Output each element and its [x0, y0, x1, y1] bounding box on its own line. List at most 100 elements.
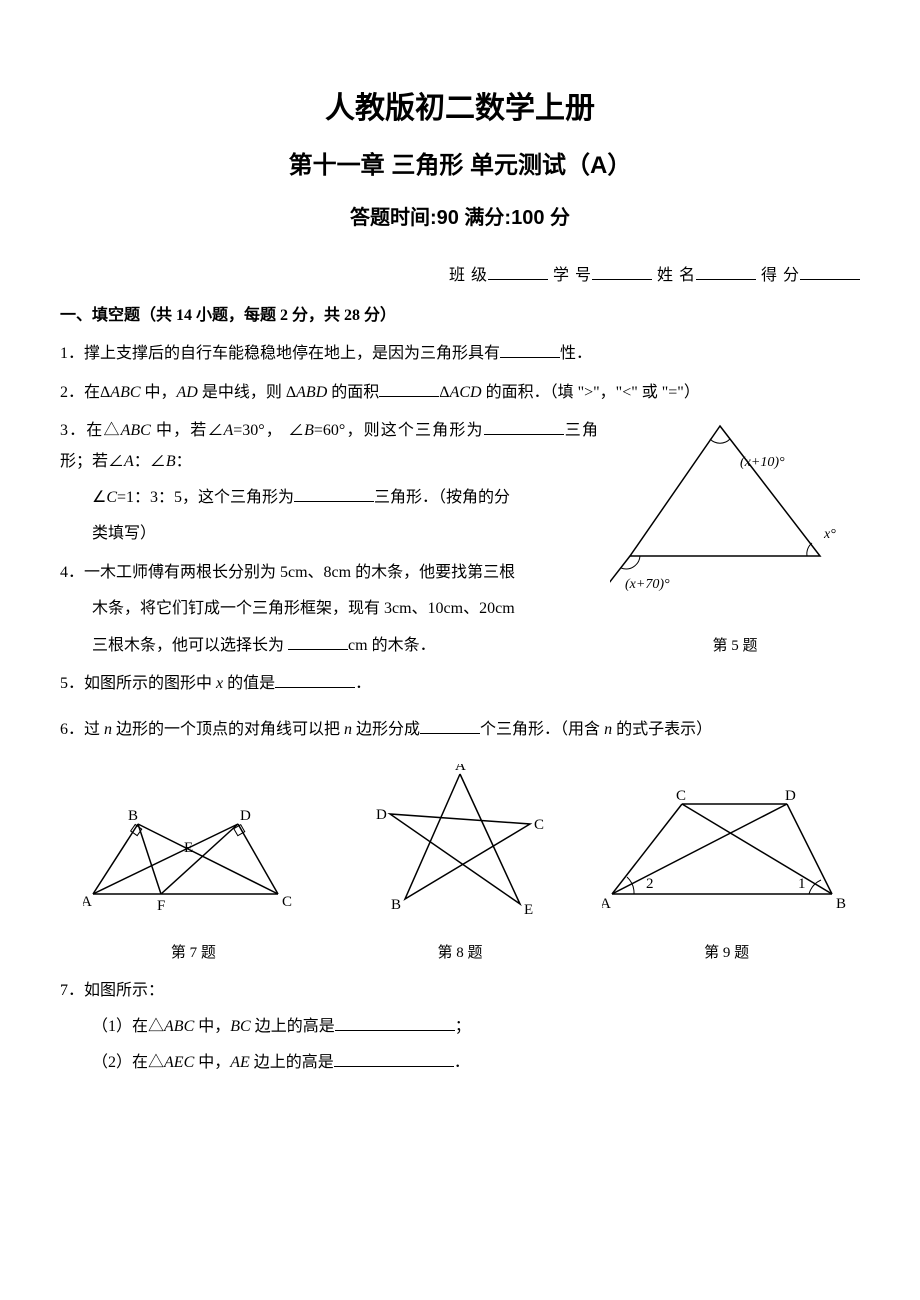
- q7-s2a: （2）在△: [92, 1054, 164, 1071]
- q4-blank[interactable]: [288, 633, 348, 650]
- figure-8-block: ABCDE 第 8 题: [327, 764, 594, 968]
- exam-info: 答题时间:90 满分:100 分: [60, 199, 860, 237]
- q5-a: 5．如图所示的图形中: [60, 675, 216, 692]
- q2-b: 中，: [141, 384, 177, 401]
- q2-c: 是中线，则 Δ: [198, 384, 296, 401]
- q7-s1c: 边上的高是: [251, 1018, 335, 1035]
- svg-text:B: B: [836, 896, 846, 912]
- q2-blank[interactable]: [379, 380, 439, 397]
- figure-8-caption: 第 8 题: [327, 939, 594, 968]
- question-2: 2．在ΔABC 中，AD 是中线，则 ΔABD 的面积ΔACD 的面积．（填 "…: [60, 378, 860, 408]
- svg-text:E: E: [524, 902, 533, 918]
- svg-text:E: E: [184, 840, 193, 856]
- q3-blank-1[interactable]: [484, 418, 564, 435]
- q6-n3: n: [604, 721, 612, 738]
- svg-text:C: C: [282, 894, 292, 910]
- q6-n2: n: [344, 721, 352, 738]
- q2-ad: AD: [177, 384, 198, 401]
- q6-blank[interactable]: [420, 717, 480, 734]
- q7-blank-1[interactable]: [335, 1014, 455, 1031]
- figure-row-7-8-9: ABCDEF 第 7 题 ABCDE 第 8 题 ABCD21 第 9 题: [60, 764, 860, 968]
- q3-b: 中，若∠: [151, 422, 224, 439]
- svg-text:D: D: [240, 808, 251, 824]
- q3-d: =60°，则这个三角形为: [314, 422, 484, 439]
- svg-text:C: C: [534, 817, 544, 833]
- q2-acd: ACD: [450, 384, 482, 401]
- q7-blank-2[interactable]: [334, 1050, 454, 1067]
- svg-text:1: 1: [798, 876, 806, 892]
- q3-B: B: [304, 422, 314, 439]
- svg-text:x°: x°: [823, 527, 836, 542]
- svg-text:C: C: [676, 788, 686, 804]
- q7-s2c: 边上的高是: [250, 1054, 334, 1071]
- figure-9-svg: ABCD21: [602, 784, 852, 924]
- q3-h: ∠: [92, 489, 106, 506]
- q3-C: C: [106, 489, 117, 506]
- label-name: 姓 名: [657, 267, 696, 284]
- q7-s1b: 中，: [194, 1018, 230, 1035]
- q3-blank-2[interactable]: [294, 485, 374, 502]
- q7-bc: BC: [230, 1018, 250, 1035]
- q1-text-b: 性．: [560, 345, 592, 362]
- q5-c: ．: [355, 675, 371, 692]
- q3-a: 3．在△: [60, 422, 121, 439]
- q3-c: =30°， ∠: [233, 422, 304, 439]
- figure-9-caption: 第 9 题: [593, 939, 860, 968]
- subtitle: 第十一章 三角形 单元测试（A）: [60, 143, 860, 189]
- svg-text:B: B: [128, 808, 138, 824]
- q7-semi: ；: [455, 1018, 471, 1035]
- figure-7-caption: 第 7 题: [60, 939, 327, 968]
- q6-a: 6．过: [60, 721, 104, 738]
- q6-b: 边形的一个顶点的对角线可以把: [112, 721, 344, 738]
- section-1-header: 一、填空题（共 14 小题，每题 2 分，共 28 分）: [60, 301, 860, 331]
- q7-aec: AEC: [164, 1054, 194, 1071]
- question-7: 7．如图所示： （1）在△ABC 中，BC 边上的高是； （2）在△AEC 中，…: [60, 976, 860, 1079]
- student-info-line: 班 级 学 号 姓 名 得 分: [60, 261, 860, 291]
- q7-sub1: （1）在△ABC 中，BC 边上的高是 ；: [60, 1012, 860, 1042]
- figure-8-svg: ABCDE: [365, 764, 555, 924]
- label-sid: 学 号: [553, 267, 592, 284]
- q3-f: ：∠: [134, 453, 166, 470]
- svg-text:F: F: [157, 898, 165, 914]
- svg-text:D: D: [376, 807, 387, 823]
- q6-c: 边形分成: [352, 721, 420, 738]
- q4-c: 三根木条，他可以选择长为: [92, 637, 288, 654]
- question-5: 5．如图所示的图形中 x 的值是．: [60, 669, 860, 699]
- svg-text:D: D: [785, 788, 796, 804]
- question-6: 6．过 n 边形的一个顶点的对角线可以把 n 边形分成个三角形．（用含 n 的式…: [60, 715, 860, 745]
- q7-sub2: （2）在△AEC 中，AE 边上的高是．: [60, 1048, 860, 1078]
- svg-text:A: A: [602, 896, 611, 912]
- q1-text-a: 1．撑上支撑后的自行车能稳稳地停在地上，是因为三角形具有: [60, 345, 500, 362]
- q2-d: 的面积: [327, 384, 379, 401]
- q5-blank[interactable]: [275, 671, 355, 688]
- q3-abc: ABC: [121, 422, 151, 439]
- q6-n1: n: [104, 721, 112, 738]
- q2-a: 2．在Δ: [60, 384, 110, 401]
- blank-class[interactable]: [488, 263, 548, 280]
- figure-7-svg: ABCDEF: [83, 794, 303, 924]
- main-title: 人教版初二数学上册: [60, 80, 860, 137]
- q5-b: 的值是: [223, 675, 275, 692]
- q3-A2: A: [124, 453, 134, 470]
- q6-e: 的式子表示）: [612, 721, 712, 738]
- svg-text:B: B: [391, 897, 401, 913]
- q3-ratio: =1：3：5，这个三角形为: [117, 489, 294, 506]
- blank-score[interactable]: [800, 263, 860, 280]
- figure-5-svg: (x+10)° x° (x+70)°: [610, 416, 860, 616]
- blank-name[interactable]: [696, 263, 756, 280]
- blank-sid[interactable]: [592, 263, 652, 280]
- q4-d: cm 的木条．: [348, 637, 436, 654]
- q1-blank[interactable]: [500, 341, 560, 358]
- q2-abd: ABD: [296, 384, 327, 401]
- q3-A: A: [223, 422, 233, 439]
- q7-abc: ABC: [164, 1018, 194, 1035]
- label-score: 得 分: [761, 267, 800, 284]
- q2-e: 的面积．（填 ">"，"<" 或 "="）: [482, 384, 700, 401]
- q7-s1a: （1）在△: [92, 1018, 164, 1035]
- q7-ae: AE: [230, 1054, 250, 1071]
- svg-text:(x+10)°: (x+10)°: [740, 455, 785, 470]
- q3-g: ：: [176, 453, 192, 470]
- figure-5-caption: 第 5 题: [610, 632, 860, 661]
- q3-B2: B: [166, 453, 176, 470]
- svg-text:(x+70)°: (x+70)°: [625, 577, 670, 592]
